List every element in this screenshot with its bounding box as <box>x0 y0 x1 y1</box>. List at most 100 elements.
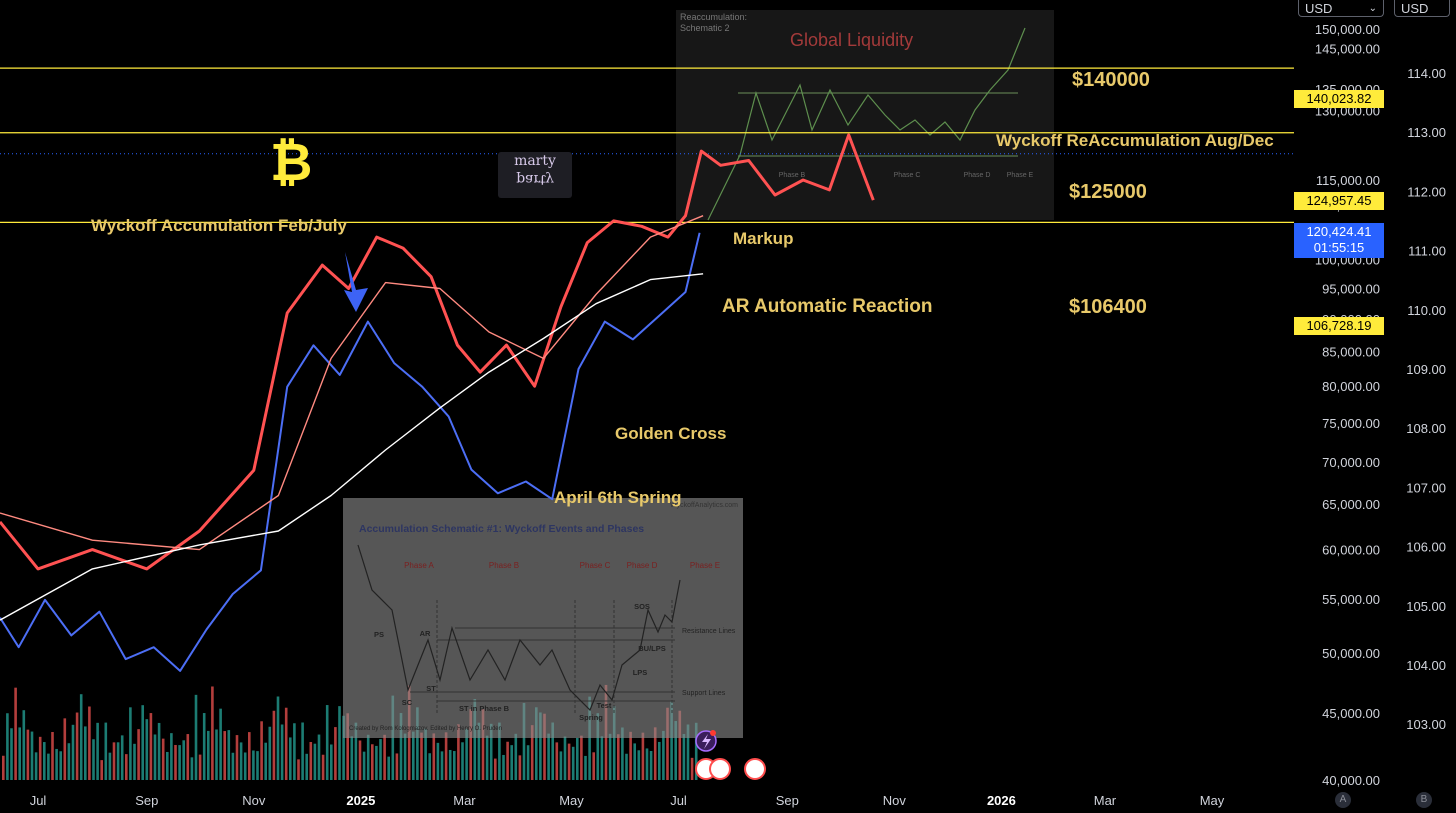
volume-bar <box>223 731 226 780</box>
scale-button-b[interactable]: B <box>1416 792 1432 808</box>
volume-bar <box>211 686 214 780</box>
annotation-accumulation: Wyckoff Accumulation Feb/July <box>91 216 347 235</box>
logo-line-1: marty <box>514 153 556 169</box>
inset-bottom-event-label: ST <box>426 684 436 693</box>
volume-bar <box>617 734 620 780</box>
volume-bar <box>112 742 116 780</box>
volume-bar <box>670 701 673 780</box>
annotation-140000: $140000 <box>1072 69 1150 91</box>
volume-bar <box>432 733 436 780</box>
us-flag-icon-3 <box>744 758 766 780</box>
y-axis-left[interactable]: 150,000.00145,000.00135,000.00130,000.00… <box>1315 22 1380 788</box>
volume-bar <box>694 722 698 780</box>
volume-bar <box>59 751 62 780</box>
volume-bar <box>506 741 509 780</box>
series-lines <box>0 133 875 672</box>
y-right-tick-label: 112.00 <box>1407 184 1446 199</box>
volume-bar <box>366 734 370 780</box>
currency-select-right[interactable]: USD <box>1394 0 1450 17</box>
volume-bar <box>166 751 169 780</box>
y-right-tick-label: 109.00 <box>1406 362 1446 377</box>
inset-top-phase-label: Phase E <box>1007 172 1034 179</box>
annotation-golden-cross: Golden Cross <box>615 424 727 443</box>
volume-bar <box>625 753 628 780</box>
current-price-tag: 120,424.41 01:55:15 <box>1294 223 1384 258</box>
volume-bar <box>539 712 542 780</box>
volume-bar <box>641 732 645 780</box>
volume-bar <box>674 721 677 780</box>
volume-bar <box>621 727 624 780</box>
inset-bottom-event-label: LPS <box>633 668 648 677</box>
volume-bar <box>149 713 153 780</box>
volume-bar <box>293 723 296 780</box>
y-left-tick-label: 50,000.00 <box>1322 646 1380 661</box>
volume-bar <box>153 734 157 780</box>
x-tick-label: Nov <box>883 793 907 808</box>
y-right-tick-label: 113.00 <box>1407 125 1446 140</box>
currency-select-left[interactable]: USD ⌄ <box>1298 0 1384 17</box>
volume-bar <box>18 727 21 780</box>
volume-bar <box>637 750 641 780</box>
volume-bar <box>403 733 407 780</box>
x-tick-label: Sep <box>776 793 799 808</box>
volume-bar <box>317 734 321 780</box>
volume-bar <box>243 752 247 780</box>
annotation-125000: $125000 <box>1069 181 1147 203</box>
volume-bar <box>645 748 649 780</box>
x-axis[interactable]: Jul Sep Nov 2025 Mar May Jul Sep Nov 2026 Mar May <box>30 793 1225 808</box>
volume-bar <box>55 748 58 780</box>
volume-bar <box>440 751 444 780</box>
volume-bar <box>580 735 583 780</box>
volume-bar <box>658 741 661 780</box>
volume-bar <box>457 724 460 780</box>
y-right-tick-label: 104.00 <box>1406 658 1446 673</box>
volume-bar <box>161 738 165 780</box>
volume-bar <box>47 753 50 780</box>
volume-bar <box>235 735 239 780</box>
volume-bar <box>448 749 452 780</box>
volume-bar <box>690 757 694 780</box>
volume-bar <box>301 722 304 780</box>
annotation-106400: $106400 <box>1069 296 1147 318</box>
volume-bar <box>137 729 140 780</box>
x-tick-label: Nov <box>242 793 266 808</box>
volume-bar <box>88 706 91 780</box>
volume-bar <box>256 751 259 780</box>
x-tick-label: Mar <box>1094 793 1117 808</box>
event-icons[interactable] <box>695 730 766 780</box>
volume-bar <box>551 722 554 780</box>
volume-bars <box>2 684 698 780</box>
volume-bar <box>252 750 255 780</box>
y-axis-right[interactable]: 114.00 113.00 112.00 111.00 110.00 109.00 108.… <box>1406 66 1446 732</box>
volume-bar <box>424 728 427 780</box>
volume-bar <box>596 713 600 780</box>
volume-bar <box>174 744 177 780</box>
scale-button-a[interactable]: A <box>1335 792 1351 808</box>
volume-bar <box>584 755 587 780</box>
y-left-tick-label: 65,000.00 <box>1322 497 1380 512</box>
series-line-0 <box>0 232 701 672</box>
volume-bar <box>518 755 522 780</box>
volume-bar <box>371 744 374 780</box>
volume-bar <box>75 712 79 780</box>
volume-bar <box>178 745 181 780</box>
current-price: 120,424.41 <box>1306 224 1372 239</box>
volume-bar <box>330 744 333 780</box>
inset-bottom-credit: Created by Rom Kologmazov. Edited by Hen… <box>349 726 502 732</box>
volume-bar <box>592 752 595 780</box>
volume-bar <box>395 753 399 780</box>
horizontal-levels <box>0 67 1294 223</box>
inset-bottom-event-label: SC <box>402 698 413 707</box>
volume-bar <box>100 760 103 780</box>
volume-bar <box>264 742 267 780</box>
volume-bar <box>145 719 149 780</box>
volume-bar <box>346 713 349 780</box>
volume-bar <box>387 756 390 780</box>
volume-bar <box>686 724 690 780</box>
series-line-1 <box>0 133 875 571</box>
volume-bar <box>309 741 313 780</box>
y-right-tick-label: 114.00 <box>1407 66 1446 81</box>
volume-bar <box>469 709 472 780</box>
volume-bar <box>272 710 276 780</box>
